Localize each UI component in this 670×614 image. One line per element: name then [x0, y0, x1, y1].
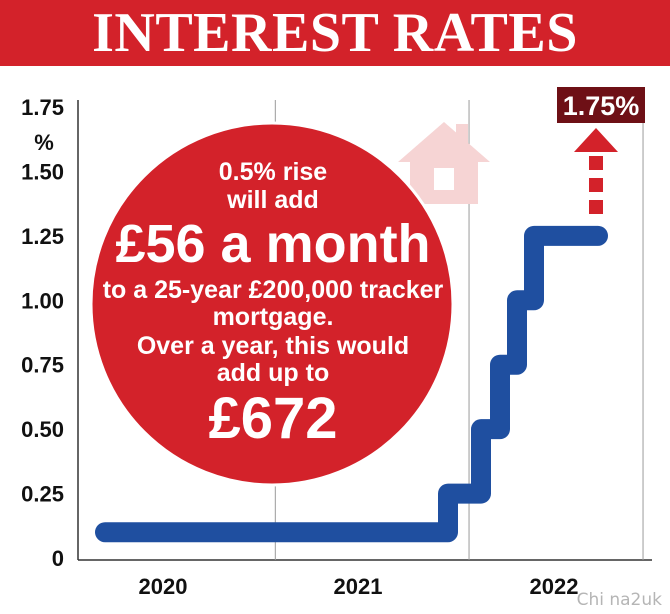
y-tick-label: 1.75	[21, 95, 64, 120]
projection-label: 1.75%	[563, 91, 640, 121]
title-banner: INTEREST RATES	[0, 0, 670, 66]
house-icon	[398, 122, 490, 204]
x-tick-label: 2020	[139, 574, 188, 599]
x-tick-label: 2021	[334, 574, 383, 599]
watermark: Chi na2uk	[576, 590, 662, 610]
rate-series-line	[95, 225, 608, 543]
y-axis-label: %	[34, 130, 54, 155]
y-tick-label: 0.25	[21, 482, 64, 507]
house-icon-chimney	[456, 124, 468, 146]
callout-circle	[89, 121, 455, 487]
projection-dash	[589, 178, 603, 192]
y-tick-label: 0	[52, 546, 64, 571]
projection-dash	[589, 156, 603, 170]
page-title: INTEREST RATES	[92, 2, 578, 64]
y-tick-label: 0.75	[21, 353, 64, 378]
callout-line: £672	[208, 386, 337, 451]
callout-line: 0.5% rise	[219, 158, 328, 186]
callout-line: to a 25-year £200,000 tracker	[103, 276, 444, 304]
callout-line: £56 a month	[115, 214, 430, 274]
x-tick-label: 2022	[530, 574, 579, 599]
projection-dash	[589, 200, 603, 214]
y-tick-label: 1.50	[21, 159, 64, 184]
y-tick-label: 1.00	[21, 288, 64, 313]
callout-line: will add	[226, 186, 319, 214]
arrow-up-icon	[574, 128, 618, 152]
rate-chart: 2020 2021 2022 0 0.25 0.50 0.75 1.00 1.25 1.50 1.7…	[21, 87, 652, 599]
projection-label-box	[557, 87, 645, 123]
callout-line: add up to	[217, 359, 329, 387]
callout-line: Over a year, this would	[137, 332, 409, 360]
y-tick-label: 0.50	[21, 417, 64, 442]
house-icon-window	[434, 168, 454, 190]
y-tick-label: 1.25	[21, 224, 64, 249]
callout-line: mortgage.	[213, 303, 334, 331]
